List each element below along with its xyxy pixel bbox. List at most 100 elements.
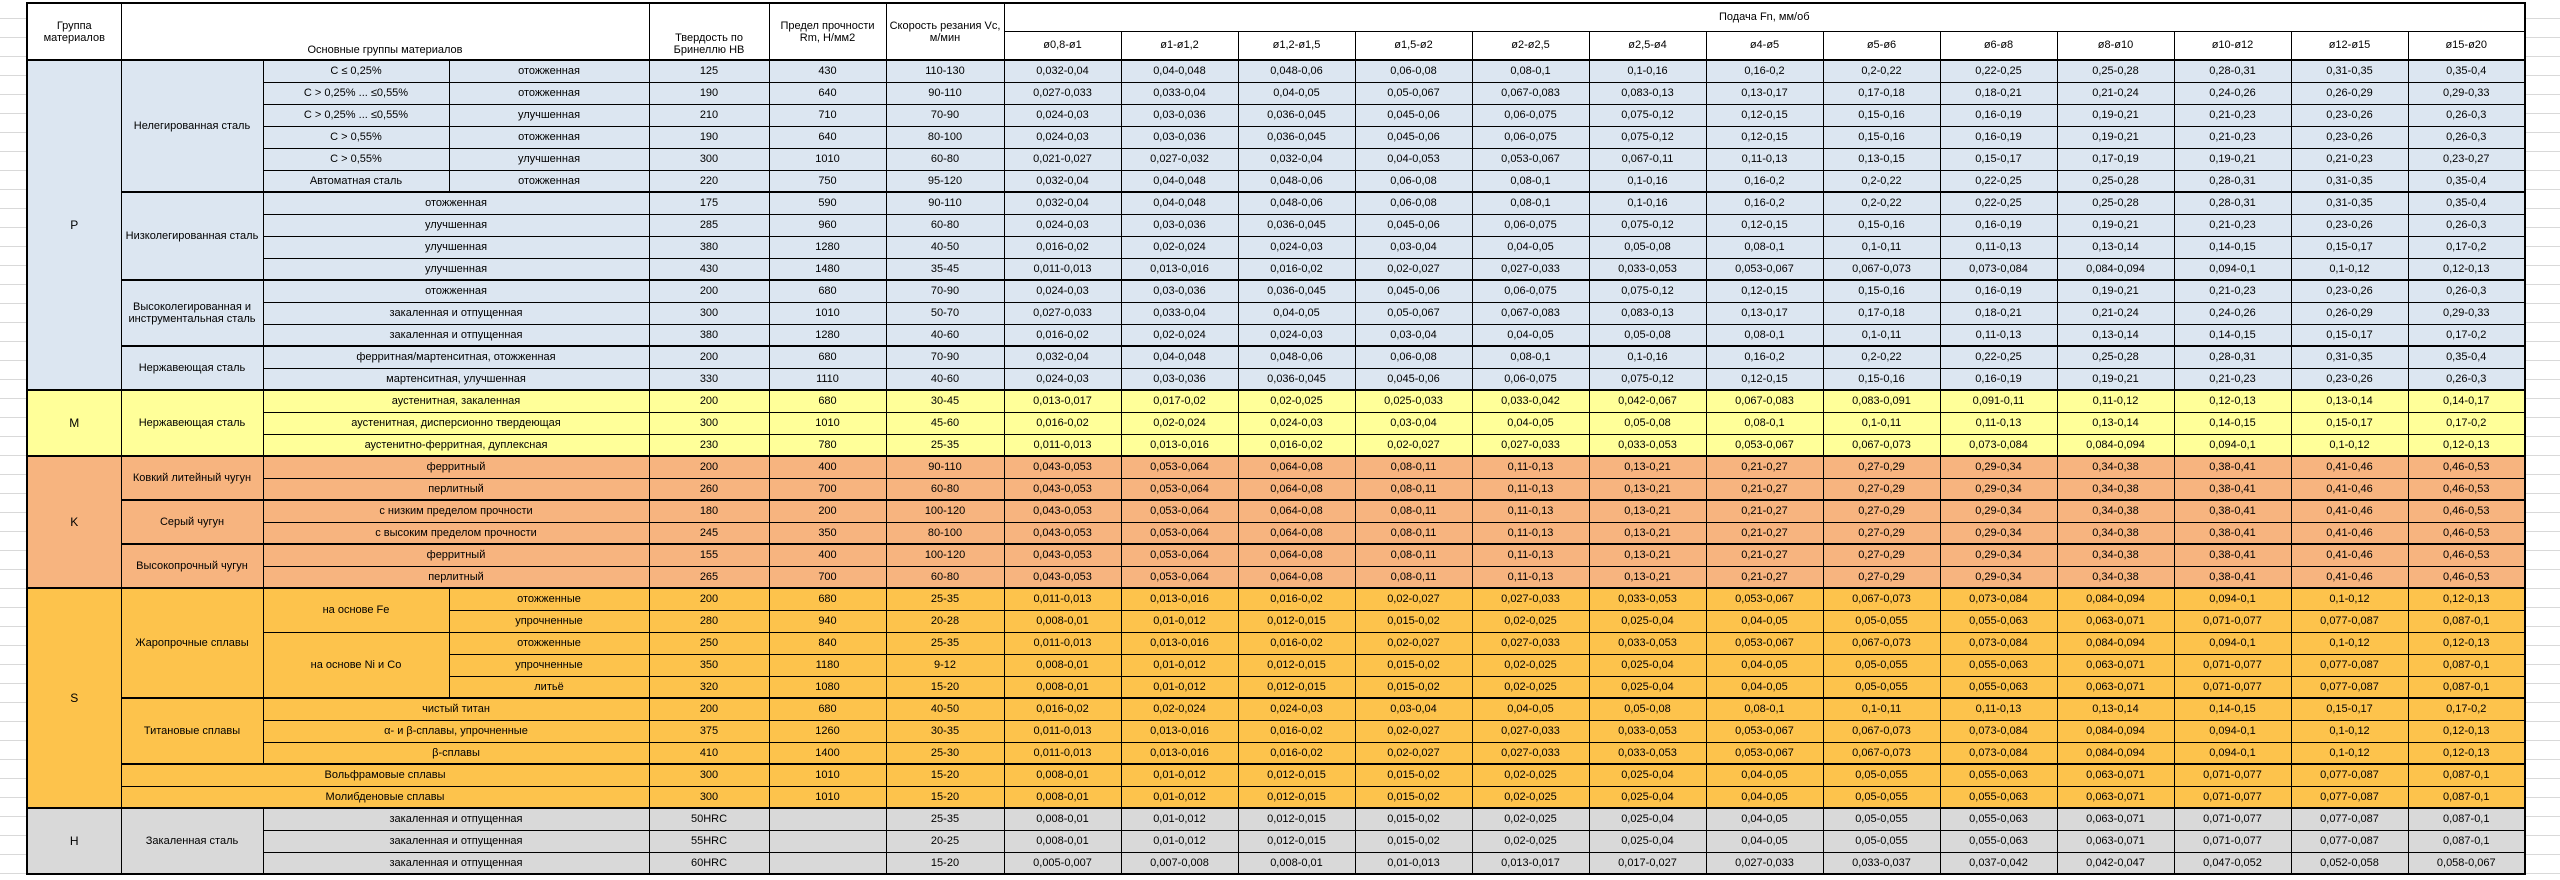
feed-value-cell[interactable]: 0,024-0,03 (1237, 411, 1356, 435)
feed-value-cell[interactable]: 0,13-0,14 (2056, 697, 2175, 721)
table-cell[interactable]: 700 (768, 565, 887, 589)
table-cell[interactable]: C > 0,55% (262, 147, 450, 171)
feed-value-cell[interactable]: 0,26-0,3 (2407, 279, 2526, 303)
material-family[interactable]: Нелегированная сталь (120, 59, 264, 193)
feed-value-cell[interactable]: 0,17-0,2 (2407, 411, 2526, 435)
feed-value-cell[interactable]: 0,04-0,05 (1471, 411, 1590, 435)
feed-value-cell[interactable]: 0,077-0,087 (2290, 807, 2409, 831)
feed-value-cell[interactable]: 0,11-0,13 (1705, 147, 1824, 171)
feed-value-cell[interactable]: 0,1-0,16 (1588, 345, 1707, 369)
group-letter[interactable]: P (26, 59, 122, 391)
table-cell[interactable]: упрочненные (448, 609, 650, 633)
feed-value-cell[interactable]: 0,02-0,024 (1120, 323, 1239, 347)
table-cell[interactable]: 285 (648, 213, 770, 237)
feed-value-cell[interactable]: 0,064-0,08 (1237, 521, 1356, 545)
feed-value-cell[interactable]: 0,28-0,31 (2173, 59, 2292, 83)
feed-value-cell[interactable]: 0,15-0,17 (2290, 323, 2409, 347)
table-cell[interactable]: 1010 (768, 785, 887, 809)
feed-value-cell[interactable]: 0,025-0,04 (1588, 829, 1707, 853)
feed-value-cell[interactable]: 0,008-0,01 (1003, 763, 1122, 787)
material-family[interactable]: Серый чугун (120, 499, 264, 545)
feed-value-cell[interactable]: 0,2-0,22 (1822, 191, 1941, 215)
table-cell[interactable]: 25-35 (885, 587, 1005, 611)
feed-value-cell[interactable]: 0,2-0,22 (1822, 345, 1941, 369)
table-cell[interactable]: 680 (768, 345, 887, 369)
feed-value-cell[interactable]: 0,012-0,015 (1237, 675, 1356, 699)
feed-value-cell[interactable]: 0,11-0,13 (1939, 323, 2058, 347)
feed-value-cell[interactable]: 0,17-0,18 (1822, 301, 1941, 325)
header-diameter-range[interactable]: ø10-ø12 (2173, 30, 2292, 61)
feed-value-cell[interactable]: 0,063-0,071 (2056, 807, 2175, 831)
table-cell[interactable]: 30-45 (885, 389, 1005, 413)
table-cell[interactable]: отожженная (448, 59, 650, 83)
feed-value-cell[interactable]: 0,094-0,1 (2173, 719, 2292, 743)
feed-value-cell[interactable]: 0,073-0,084 (1939, 587, 2058, 611)
feed-value-cell[interactable]: 0,14-0,15 (2173, 411, 2292, 435)
feed-value-cell[interactable]: 0,13-0,21 (1588, 521, 1707, 545)
feed-value-cell[interactable]: 0,16-0,19 (1939, 367, 2058, 391)
feed-value-cell[interactable]: 0,011-0,013 (1003, 741, 1122, 765)
feed-value-cell[interactable]: 0,032-0,04 (1003, 345, 1122, 369)
feed-value-cell[interactable]: 0,14-0,17 (2407, 389, 2526, 413)
feed-value-cell[interactable]: 0,058-0,067 (2407, 851, 2526, 875)
feed-value-cell[interactable]: 0,05-0,055 (1822, 653, 1941, 677)
feed-value-cell[interactable]: 0,013-0,016 (1120, 433, 1239, 457)
feed-value-cell[interactable]: 0,055-0,063 (1939, 785, 2058, 809)
feed-value-cell[interactable]: 0,025-0,04 (1588, 609, 1707, 633)
feed-value-cell[interactable]: 0,016-0,02 (1237, 587, 1356, 611)
table-cell[interactable]: 70-90 (885, 279, 1005, 303)
feed-value-cell[interactable]: 0,38-0,41 (2173, 521, 2292, 545)
feed-value-cell[interactable]: 0,067-0,073 (1822, 631, 1941, 655)
feed-value-cell[interactable]: 0,013-0,017 (1471, 851, 1590, 875)
feed-value-cell[interactable]: 0,03-0,04 (1354, 697, 1473, 721)
table-cell[interactable]: 20-25 (885, 829, 1005, 853)
feed-value-cell[interactable]: 0,11-0,13 (1471, 499, 1590, 523)
table-cell[interactable]: 430 (648, 257, 770, 281)
feed-value-cell[interactable]: 0,13-0,21 (1588, 455, 1707, 479)
feed-value-cell[interactable]: 0,21-0,23 (2173, 103, 2292, 127)
table-cell[interactable]: 90-110 (885, 191, 1005, 215)
feed-value-cell[interactable]: 0,015-0,02 (1354, 763, 1473, 787)
table-cell[interactable]: 590 (768, 191, 887, 215)
table-cell[interactable]: 9-12 (885, 653, 1005, 677)
feed-value-cell[interactable]: 0,083-0,091 (1822, 389, 1941, 413)
feed-value-cell[interactable]: 0,008-0,01 (1237, 851, 1356, 875)
header-diameter-range[interactable]: ø1,5-ø2 (1354, 30, 1473, 61)
header-diameter-range[interactable]: ø6-ø8 (1939, 30, 2058, 61)
feed-value-cell[interactable]: 0,084-0,094 (2056, 587, 2175, 611)
feed-value-cell[interactable]: 0,008-0,01 (1003, 807, 1122, 831)
material-family[interactable]: Закаленная сталь (120, 807, 264, 875)
feed-value-cell[interactable]: 0,075-0,12 (1588, 213, 1707, 237)
feed-value-cell[interactable]: 0,013-0,016 (1120, 719, 1239, 743)
feed-value-cell[interactable]: 0,25-0,28 (2056, 345, 2175, 369)
feed-value-cell[interactable]: 0,26-0,3 (2407, 213, 2526, 237)
feed-value-cell[interactable]: 0,04-0,05 (1237, 301, 1356, 325)
feed-value-cell[interactable]: 0,03-0,04 (1354, 235, 1473, 259)
feed-value-cell[interactable]: 0,06-0,075 (1471, 103, 1590, 127)
feed-value-cell[interactable]: 0,1-0,12 (2290, 587, 2409, 611)
feed-value-cell[interactable]: 0,013-0,016 (1120, 631, 1239, 655)
feed-value-cell[interactable]: 0,41-0,46 (2290, 521, 2409, 545)
feed-value-cell[interactable]: 0,21-0,27 (1705, 477, 1824, 501)
table-cell[interactable]: ферритный (262, 455, 650, 479)
feed-value-cell[interactable]: 0,05-0,08 (1588, 235, 1707, 259)
feed-value-cell[interactable]: 0,04-0,05 (1705, 675, 1824, 699)
feed-value-cell[interactable]: 0,027-0,033 (1003, 301, 1122, 325)
table-cell[interactable]: закаленная и отпущенная (262, 851, 650, 875)
feed-value-cell[interactable]: 0,016-0,02 (1237, 257, 1356, 281)
feed-value-cell[interactable]: 0,1-0,12 (2290, 257, 2409, 281)
feed-value-cell[interactable]: 0,043-0,053 (1003, 455, 1122, 479)
feed-value-cell[interactable]: 0,016-0,02 (1237, 719, 1356, 743)
table-cell[interactable]: 40-50 (885, 697, 1005, 721)
feed-value-cell[interactable]: 0,11-0,13 (1471, 565, 1590, 589)
feed-value-cell[interactable]: 0,077-0,087 (2290, 785, 2409, 809)
feed-value-cell[interactable]: 0,075-0,12 (1588, 367, 1707, 391)
feed-value-cell[interactable]: 0,19-0,21 (2056, 213, 2175, 237)
feed-value-cell[interactable]: 0,052-0,058 (2290, 851, 2409, 875)
feed-value-cell[interactable]: 0,14-0,15 (2173, 323, 2292, 347)
table-cell[interactable]: 300 (648, 411, 770, 435)
material-family[interactable]: Молибденовые сплавы (120, 785, 650, 809)
feed-value-cell[interactable]: 0,18-0,21 (1939, 81, 2058, 105)
feed-value-cell[interactable]: 0,016-0,02 (1237, 631, 1356, 655)
feed-value-cell[interactable]: 0,21-0,24 (2056, 301, 2175, 325)
